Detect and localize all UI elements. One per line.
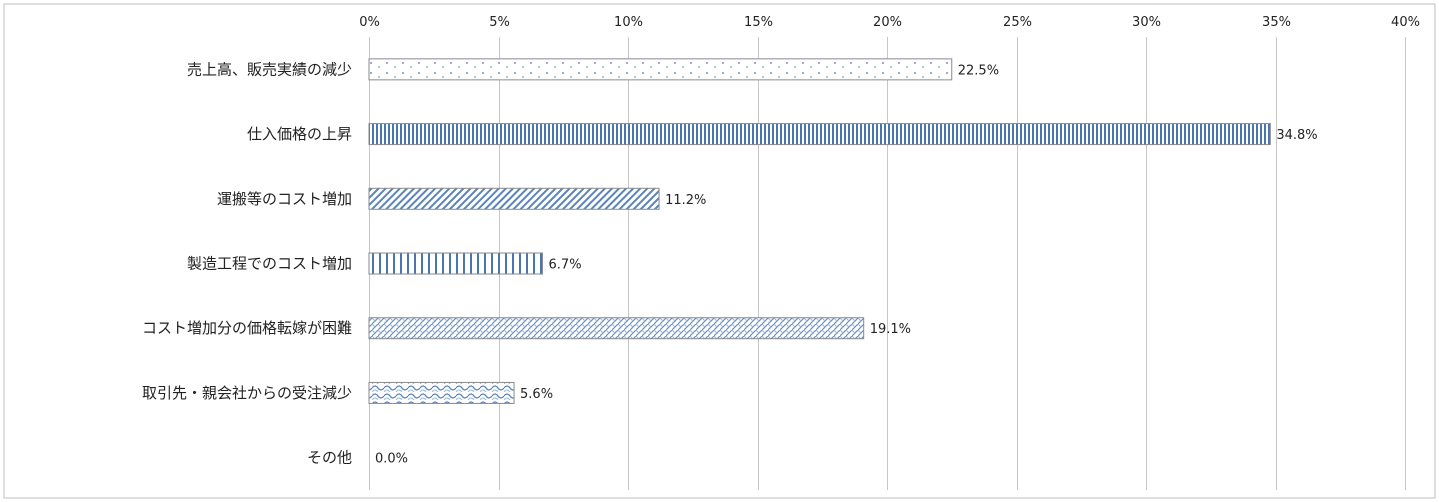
x-tick-label: 10% [614, 15, 643, 30]
bar-4 [368, 317, 865, 340]
x-tick-label: 40% [1391, 15, 1420, 30]
data-label: 22.5% [958, 63, 999, 78]
data-label: 34.8% [1276, 128, 1317, 143]
x-tick-label: 5% [489, 15, 510, 30]
category-label: コスト増加分の価格転嫁が困難 [142, 319, 352, 337]
category-labels: 売上高、販売実績の減少仕入価格の上昇運搬等のコスト増加製造工程でのコスト増加コス… [142, 60, 352, 466]
x-tick-label: 35% [1262, 15, 1291, 30]
category-label: 製造工程でのコスト増加 [187, 255, 352, 273]
x-tick-label: 30% [1132, 15, 1161, 30]
x-tick-label: 15% [744, 15, 773, 30]
category-label: 仕入価格の上昇 [247, 125, 352, 143]
data-label: 6.7% [549, 258, 582, 273]
bar-2 [368, 187, 660, 210]
gridlines [369, 37, 1406, 490]
chart-frame [3, 3, 1436, 499]
category-label: 運搬等のコスト増加 [217, 190, 352, 208]
bar-1 [368, 123, 1271, 146]
category-label: 取引先・親会社からの受注減少 [142, 384, 352, 402]
category-label: 売上高、販売実績の減少 [187, 60, 352, 78]
bars [368, 58, 1271, 404]
x-tick-label: 20% [873, 15, 902, 30]
data-label: 11.2% [665, 193, 706, 208]
x-tick-label: 25% [1003, 15, 1032, 30]
data-label: 5.6% [520, 387, 553, 402]
value-labels: 22.5% 34.8% 11.2% 6.7% 19.1% 5.6% 0.0% [375, 63, 1318, 466]
x-axis-ticks: 0% 5% 10% 15% 20% 25% 30% 35% 40% [359, 15, 1420, 30]
category-label: その他 [307, 449, 352, 467]
data-label: 0.0% [375, 452, 408, 467]
bar-0 [368, 58, 953, 81]
x-tick-label: 0% [359, 15, 380, 30]
bar-3 [368, 252, 544, 275]
bar-5 [368, 381, 515, 404]
data-label: 19.1% [870, 322, 911, 337]
